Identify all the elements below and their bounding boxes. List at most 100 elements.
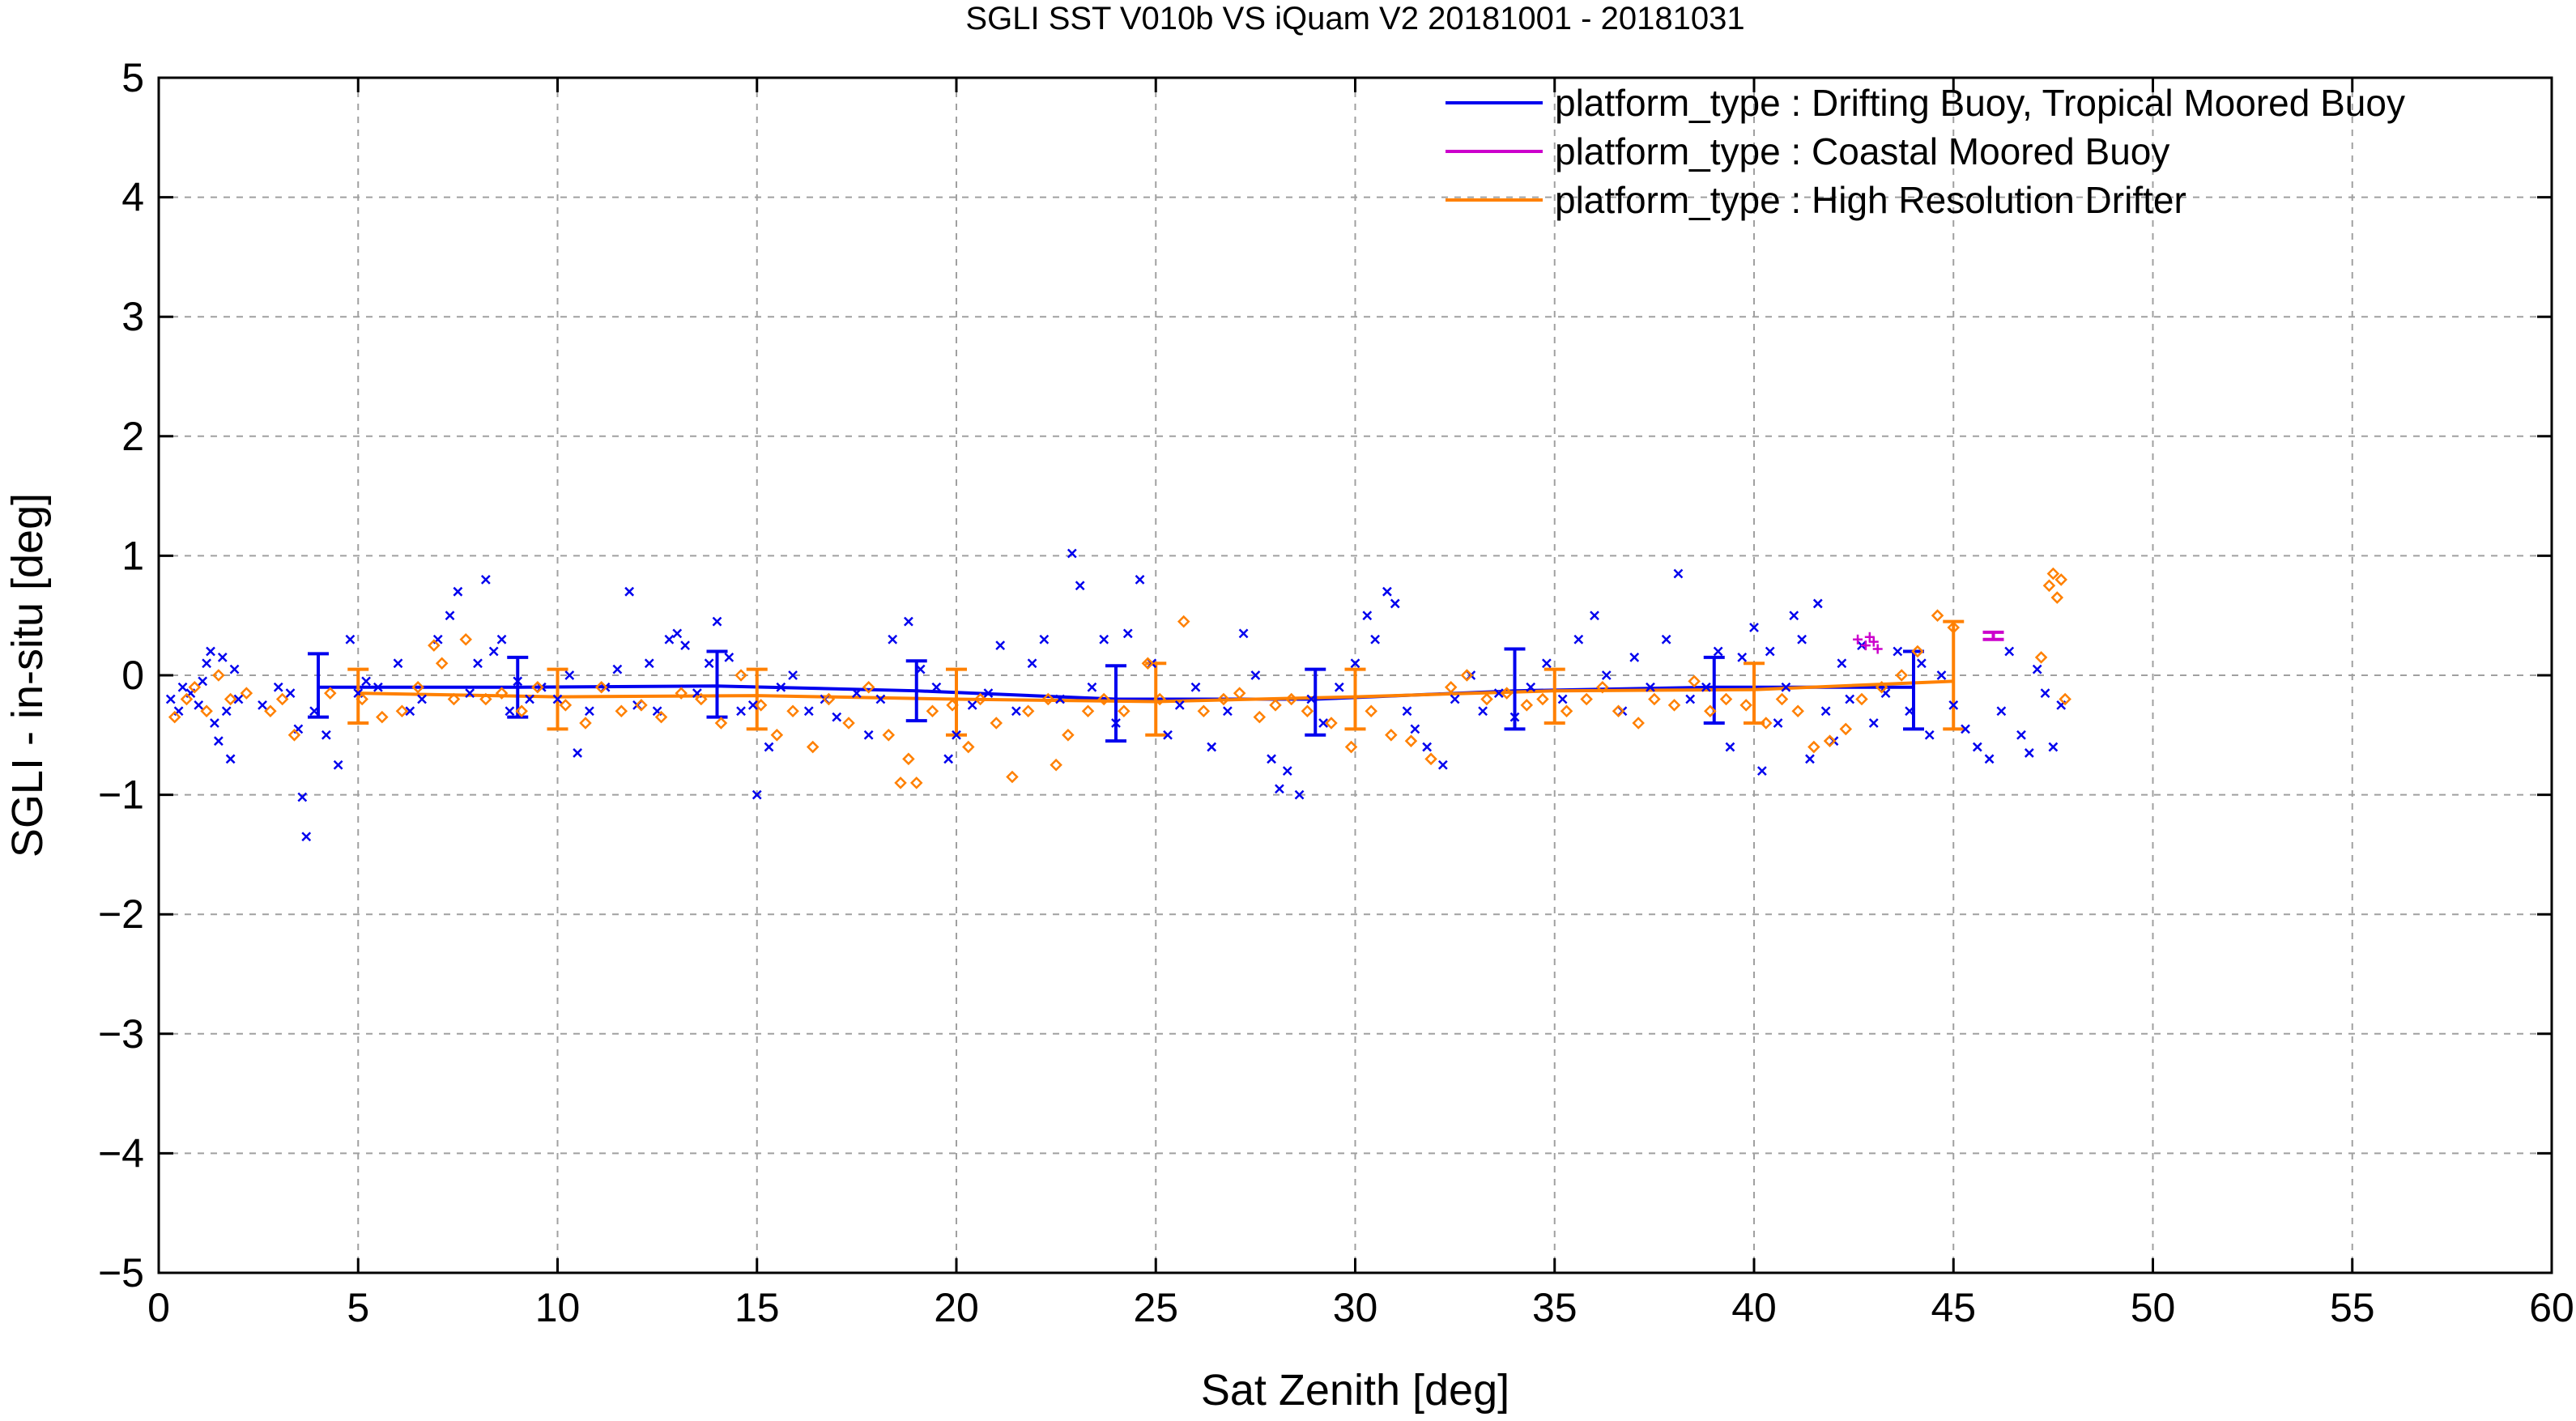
data-point-drifting-buoy — [1350, 658, 1360, 669]
data-point-high-res-drifter — [180, 692, 194, 706]
data-point-high-res-drifter — [2042, 579, 2056, 593]
data-point-high-res-drifter — [1480, 692, 1493, 706]
data-point-drifting-buoy — [1749, 623, 1759, 632]
data-point-drifting-buoy — [2004, 646, 2015, 657]
data-point-drifting-buoy — [672, 628, 683, 639]
data-point-drifting-buoy — [624, 586, 635, 597]
x-tick-label: 40 — [1731, 1285, 1777, 1330]
data-point-high-res-drifter — [1460, 669, 1474, 682]
data-point-high-res-drifter — [1760, 717, 1773, 730]
data-point-high-res-drifter — [926, 704, 939, 718]
x-tick-label: 30 — [1333, 1285, 1378, 1330]
data-point-drifting-buoy — [213, 736, 224, 747]
data-point-drifting-buoy — [952, 730, 961, 740]
data-point-drifting-buoy — [210, 718, 219, 728]
data-point-drifting-buoy — [258, 700, 267, 710]
data-point-high-res-drifter — [1823, 734, 1837, 747]
data-point-drifting-buoy — [1685, 694, 1696, 704]
data-point-high-res-drifter — [2034, 651, 2048, 664]
data-point-high-res-drifter — [212, 669, 225, 682]
y-tick-label: 1 — [121, 533, 144, 578]
data-point-drifting-buoy — [1601, 670, 1612, 680]
data-point-high-res-drifter — [264, 704, 277, 718]
y-tick-label: −1 — [98, 772, 144, 818]
error-bar — [1105, 664, 1126, 743]
data-point-drifting-buoy — [345, 634, 356, 645]
data-point-drifting-buoy — [217, 652, 228, 662]
data-point-high-res-drifter — [1911, 645, 1924, 658]
data-point-drifting-buoy — [496, 634, 507, 645]
data-point-high-res-drifter — [2050, 591, 2064, 604]
data-point-high-res-drifter — [1855, 692, 1868, 706]
data-points — [165, 548, 2071, 842]
data-point-drifting-buoy — [564, 670, 575, 680]
x-tick-label: 60 — [2529, 1285, 2574, 1330]
data-point-high-res-drifter — [2059, 692, 2071, 706]
y-tick-label: −4 — [98, 1130, 144, 1176]
data-point-high-res-drifter — [962, 740, 975, 754]
x-tick-label: 25 — [1133, 1285, 1178, 1330]
data-point-high-res-drifter — [168, 710, 181, 724]
data-point-drifting-buoy — [1812, 598, 1823, 609]
data-point-high-res-drifter — [1632, 717, 1645, 730]
data-point-high-res-drifter — [1580, 692, 1593, 706]
data-point-drifting-buoy — [1267, 754, 1276, 764]
data-point-high-res-drifter — [1062, 729, 1075, 742]
data-point-drifting-buoy — [1422, 742, 1433, 752]
error-bar — [1543, 667, 1565, 725]
data-point-high-res-drifter — [240, 687, 253, 700]
data-point-high-res-drifter — [1839, 722, 1853, 736]
data-point-drifting-buoy — [1924, 730, 1935, 740]
data-point-drifting-buoy — [915, 664, 926, 674]
data-point-high-res-drifter — [1404, 734, 1418, 747]
data-point-drifting-buoy — [931, 682, 942, 692]
data-point-high-res-drifter — [559, 699, 573, 712]
data-point-drifting-buoy — [1590, 611, 1599, 621]
data-point-drifting-buoy — [1805, 754, 1815, 764]
data-point-high-res-drifter — [1097, 692, 1110, 706]
data-point-high-res-drifter — [1444, 680, 1458, 694]
data-point-drifting-buoy — [1781, 682, 1791, 692]
data-point-high-res-drifter — [1081, 704, 1095, 718]
data-point-drifting-buoy — [309, 706, 319, 717]
y-axis-title: SGLI - in-situ [deg] — [3, 493, 52, 857]
x-tick-label: 50 — [2131, 1285, 2176, 1330]
data-point-drifting-buoy — [904, 616, 913, 627]
x-tick-label: 10 — [535, 1285, 581, 1330]
data-point-drifting-buoy — [943, 754, 954, 764]
data-point-high-res-drifter — [675, 687, 688, 700]
data-point-drifting-buoy — [1111, 718, 1121, 728]
data-point-drifting-buoy — [1701, 682, 1711, 692]
data-point-high-res-drifter — [594, 680, 608, 694]
data-point-drifting-buoy — [752, 789, 762, 800]
data-point-high-res-drifter — [1500, 687, 1514, 700]
data-point-drifting-buoy — [1845, 694, 1855, 704]
data-point-high-res-drifter — [1791, 704, 1804, 718]
data-point-drifting-buoy — [1135, 575, 1145, 585]
data-point-drifting-buoy — [525, 694, 534, 704]
data-point-drifting-buoy — [851, 688, 862, 699]
data-point-drifting-buoy — [233, 694, 244, 704]
data-point-drifting-buoy — [1737, 652, 1748, 662]
data-point-drifting-buoy — [1916, 658, 1927, 669]
data-point-drifting-buoy — [1282, 766, 1292, 776]
error-bar — [1982, 630, 2004, 641]
data-point-high-res-drifter — [1560, 704, 1573, 718]
error-bar — [746, 667, 768, 731]
data-point-drifting-buoy — [453, 586, 463, 597]
data-point-drifting-buoy — [1370, 634, 1381, 645]
data-point-high-res-drifter — [1233, 687, 1246, 700]
error-bar — [347, 667, 369, 725]
data-point-high-res-drifter — [515, 704, 528, 718]
data-point-high-res-drifter — [1667, 699, 1681, 712]
data-point-coastal-moored-buoy — [1860, 640, 1871, 651]
data-point-drifting-buoy — [1207, 742, 1217, 752]
data-point-drifting-buoy — [1557, 694, 1568, 704]
data-point-drifting-buoy — [1629, 652, 1640, 662]
data-point-drifting-buoy — [1661, 634, 1671, 645]
data-point-drifting-buoy — [832, 712, 842, 722]
data-point-drifting-buoy — [736, 706, 746, 717]
data-point-drifting-buoy — [1390, 598, 1400, 609]
data-point-drifting-buoy — [2024, 748, 2034, 758]
